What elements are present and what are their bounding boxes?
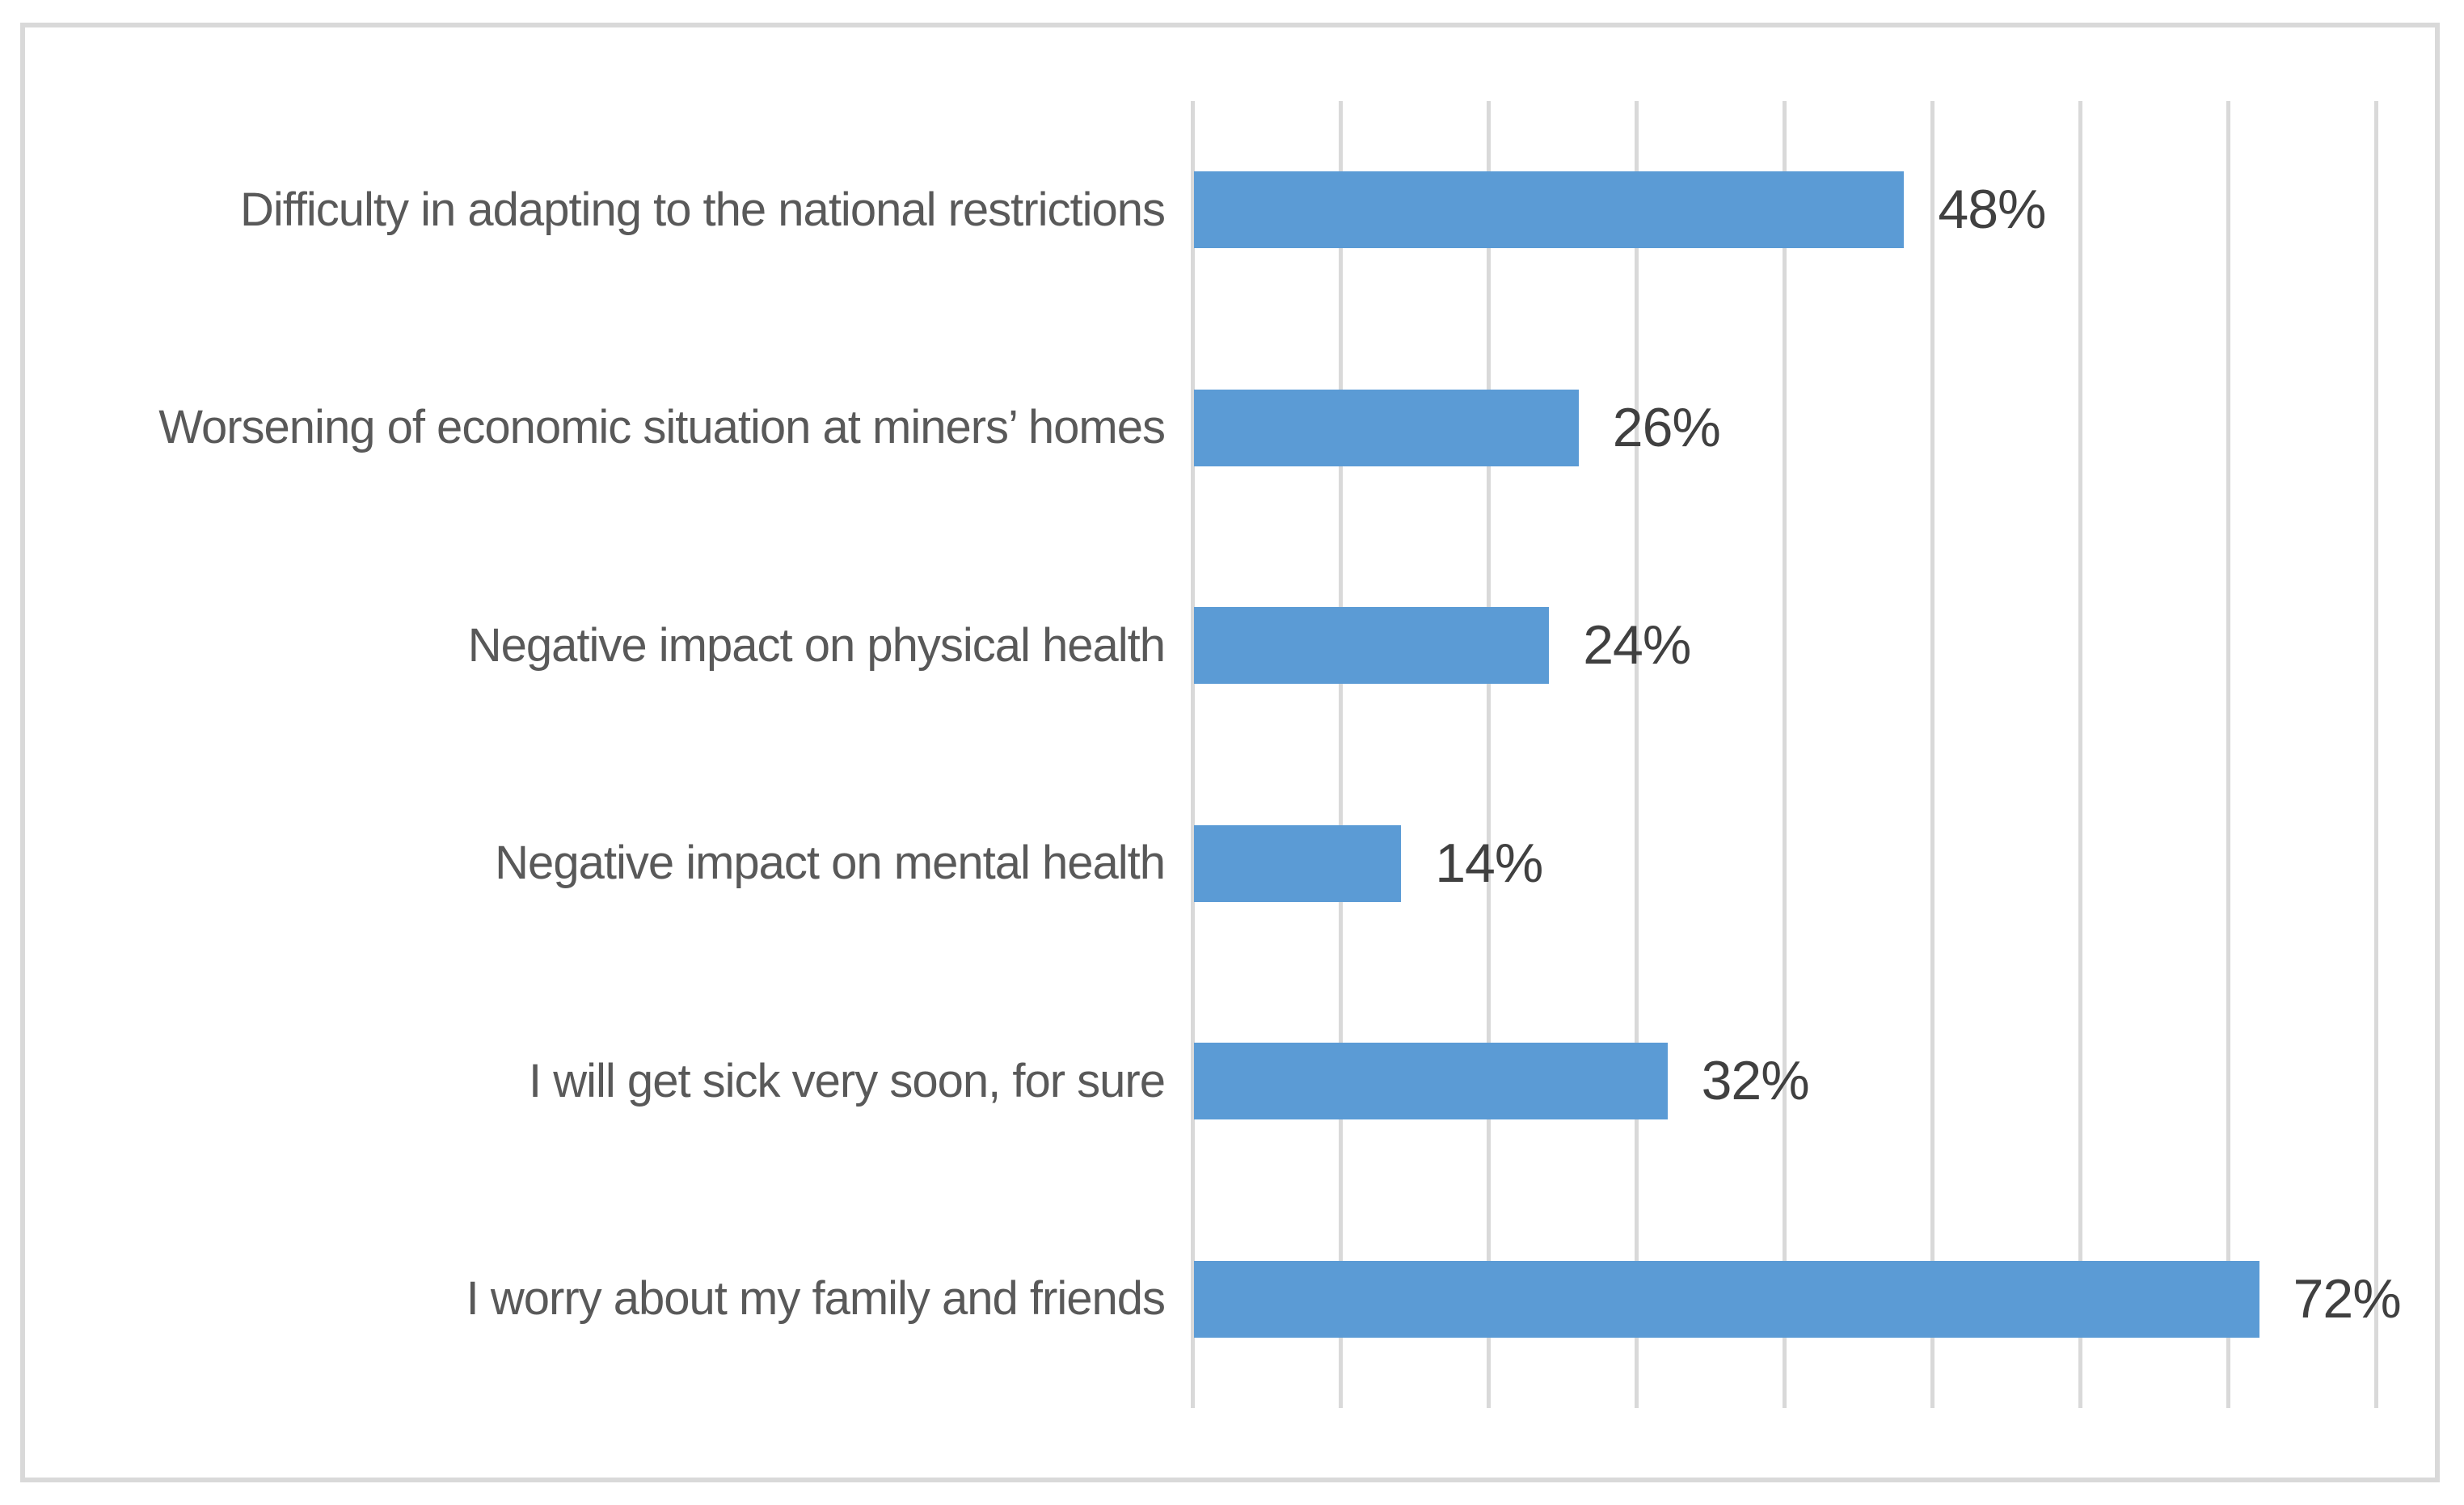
- value-label: 24%: [1583, 614, 1691, 677]
- bar: [1194, 389, 1579, 466]
- category-label-row: I worry about my family and friends: [113, 1191, 1166, 1409]
- category-label: I worry about my family and friends: [466, 1272, 1166, 1326]
- gridline: [2078, 101, 2082, 1408]
- bar-row: 14%: [1192, 755, 2376, 973]
- bar-row: 26%: [1192, 319, 2376, 538]
- category-label: Negative impact on physical health: [467, 618, 1166, 672]
- bar: [1194, 824, 1402, 902]
- value-label: 26%: [1612, 396, 1721, 458]
- category-label: Difficulty in adapting to the national r…: [239, 183, 1166, 236]
- value-label: 72%: [2293, 1267, 2402, 1330]
- category-label-row: Negative impact on mental health: [113, 755, 1166, 973]
- value-label: 48%: [1938, 179, 2046, 241]
- category-label-row: Worsening of economic situation at miner…: [113, 319, 1166, 538]
- bar: [1194, 171, 1905, 249]
- category-label: Worsening of economic situation at miner…: [158, 401, 1166, 454]
- category-label-row: Negative impact on physical health: [113, 537, 1166, 755]
- category-label-row: I will get sick very soon, for sure: [113, 972, 1166, 1191]
- category-label: I will get sick very soon, for sure: [529, 1054, 1166, 1107]
- gridline: [1930, 101, 1934, 1408]
- bar: [1194, 1260, 2259, 1338]
- bar-row: 24%: [1192, 537, 2376, 755]
- bar: [1194, 607, 1550, 685]
- gridline: [1486, 101, 1491, 1408]
- bar: [1194, 1043, 1668, 1120]
- bar-row: 48%: [1192, 101, 2376, 319]
- category-label: Negative impact on mental health: [495, 837, 1166, 890]
- bar-row: 72%: [1192, 1191, 2402, 1409]
- gridline: [2226, 101, 2230, 1408]
- gridline: [1634, 101, 1639, 1408]
- gridline: [1782, 101, 1787, 1408]
- value-label: 14%: [1435, 832, 1543, 894]
- value-label: 32%: [1701, 1050, 1810, 1112]
- bar-row: 32%: [1192, 972, 2376, 1191]
- gridline: [1338, 101, 1343, 1408]
- category-label-row: Difficulty in adapting to the national r…: [113, 101, 1166, 319]
- plot-area: 48% 26% 24% 14% 32% 72%: [1190, 101, 2402, 1409]
- chart-frame: [20, 23, 2440, 1482]
- gridline: [2373, 101, 2378, 1408]
- value-axis-line: [1190, 101, 1195, 1408]
